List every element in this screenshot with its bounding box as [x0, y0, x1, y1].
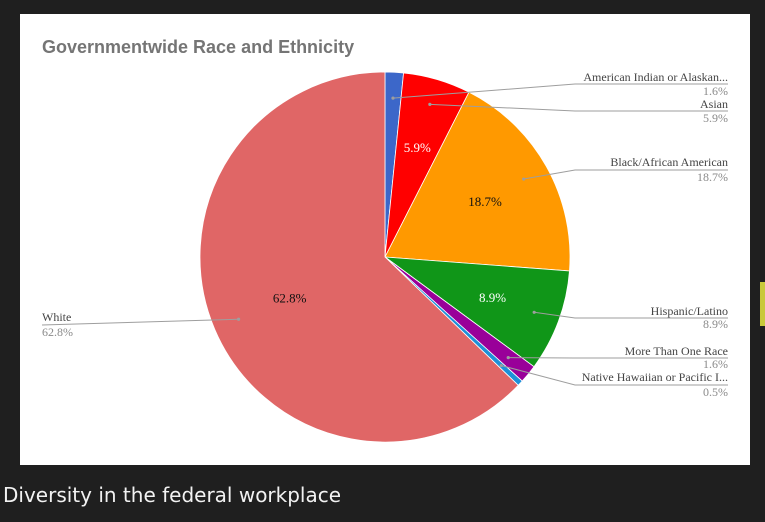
legend-value-hispanic-latino: 8.9% [703, 317, 728, 331]
leader-line [41, 318, 239, 326]
pie-slice-white [199, 71, 519, 443]
leader-line [392, 83, 728, 99]
leader-line [534, 311, 728, 319]
pie-slices [199, 71, 571, 443]
legend-value-american-indian-or-alaskan: 1.6% [703, 84, 728, 98]
legend-value-more-than-one-race: 1.6% [703, 357, 728, 371]
legend-value-asian: 5.9% [703, 111, 728, 125]
leader-lines [41, 83, 728, 386]
slice-value-label: 62.8% [273, 291, 307, 306]
slice-value-label: 5.9% [404, 140, 431, 155]
pie-slice-black-african-american [384, 91, 571, 272]
pie-slice-hispanic-latino [383, 256, 570, 368]
slice-value-label: 8.9% [479, 290, 506, 305]
legend-label-native-hawaiian-or-pacific-i: Native Hawaiian or Pacific I... [582, 370, 728, 384]
slice-value-label: 18.7% [468, 194, 502, 209]
legend-label-hispanic-latino: Hispanic/Latino [651, 304, 728, 318]
leader-line [429, 103, 728, 112]
legend-label-black-african-american: Black/African American [610, 155, 728, 169]
legend-value-native-hawaiian-or-pacific-i: 0.5% [703, 385, 728, 399]
leader-line [523, 169, 728, 180]
chart-title: Governmentwide Race and Ethnicity [42, 37, 354, 57]
image-caption: Diversity in the federal workplace [3, 483, 342, 507]
legend-value-black-african-american: 18.7% [697, 170, 728, 184]
legend-label-asian: Asian [700, 97, 728, 111]
legend-label-american-indian-or-alaskan: American Indian or Alaskan... [583, 70, 728, 84]
leader-line [501, 365, 728, 386]
legend-label-more-than-one-race: More Than One Race [625, 344, 728, 358]
legend-value-white: 62.8% [42, 325, 73, 339]
adjacent-window-edge [760, 282, 765, 326]
legend-label-white: White [42, 310, 71, 324]
slice-labels: American Indian or Alaskan...1.6%5.9%Asi… [42, 70, 728, 399]
